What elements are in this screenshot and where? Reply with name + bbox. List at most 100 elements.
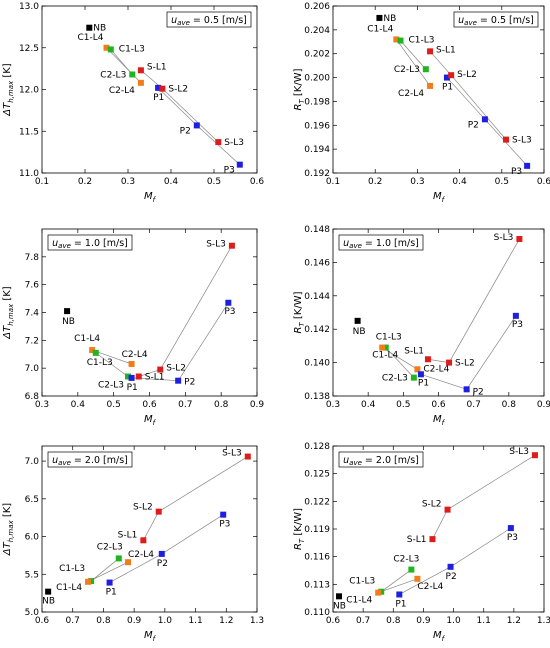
marker-p3 <box>512 312 519 319</box>
point-label-p1: P1 <box>153 93 164 103</box>
marker-s-l3 <box>516 236 523 243</box>
marker-p3 <box>225 299 232 306</box>
marker-c1-l4 <box>375 589 382 596</box>
point-label-c1-l4: C1-L4 <box>78 33 104 43</box>
y-tick-label: 0.148 <box>304 225 330 235</box>
series-line <box>400 40 427 70</box>
x-tick-label: 0.4 <box>164 177 179 187</box>
marker-s-l3 <box>215 139 222 146</box>
point-label-s-l2: S-L2 <box>133 503 153 513</box>
legend-text: uave = 1.0 [m/s] <box>343 238 419 250</box>
y-tick-label: 5.5 <box>25 570 39 580</box>
x-tick-label: 0.3 <box>121 177 135 187</box>
y-axis-label: RT [K/W] <box>293 508 306 550</box>
legend-box <box>47 234 133 251</box>
x-tick-label: 0.2 <box>368 177 382 187</box>
point-label-c2-l3: C2-L3 <box>98 381 124 391</box>
x-tick-label: 0.9 <box>127 616 142 626</box>
y-tick-label: 0.110 <box>304 608 330 618</box>
point-label-nb: NB <box>93 24 106 34</box>
point-label-p1: P1 <box>127 383 138 393</box>
marker-c1-l4 <box>89 347 96 354</box>
x-tick-label: 0.6 <box>142 400 157 410</box>
x-tick-label: 1.3 <box>537 616 550 626</box>
y-tick-label: 0.128 <box>304 442 330 452</box>
point-label-c1-l3: C1-L3 <box>59 564 85 574</box>
point-label-c2-l3: C2-L3 <box>394 65 420 75</box>
chart-panel-top-right: 0.1 0.2 0.3 0.4 0.5 0.6 0.192 0.194 0.196 0.198 0.… <box>293 2 550 204</box>
x-tick-label: 0.6 <box>537 177 550 187</box>
point-label-nb: NB <box>333 601 346 611</box>
point-label-s-l1: S-L1 <box>404 346 424 356</box>
x-tick-label: 0.7 <box>356 616 370 626</box>
point-label-s-l3: S-L3 <box>509 447 529 457</box>
series-line <box>378 578 418 593</box>
marker-p1 <box>396 591 403 598</box>
point-label-p1: P1 <box>442 83 453 93</box>
y-tick-label: 0.142 <box>304 325 330 335</box>
y-tick-label: 7.0 <box>25 364 40 374</box>
marker-p3 <box>507 525 514 532</box>
x-tick-label: 0.4 <box>361 400 376 410</box>
point-label-s-l2: S-L2 <box>166 364 186 374</box>
point-label-s-l2: S-L2 <box>422 500 442 510</box>
marker-s-l1 <box>427 48 434 55</box>
legend-box <box>338 451 424 468</box>
marker-nb <box>336 593 343 600</box>
series-line <box>95 352 129 377</box>
point-label-p2: P2 <box>184 378 195 388</box>
marker-p1 <box>128 374 135 381</box>
x-tick-label: 0.9 <box>250 400 265 410</box>
x-tick-label: 1.3 <box>250 616 264 626</box>
point-label-c1-l4: C1-L4 <box>372 351 398 361</box>
point-label-c2-l3: C2-L3 <box>382 374 408 384</box>
point-label-s-l3: S-L3 <box>206 240 226 250</box>
series-line <box>396 39 431 87</box>
marker-c2-l3 <box>125 373 131 380</box>
y-tick-label: 7.0 <box>25 457 40 467</box>
y-tick-label: 0.122 <box>304 497 330 507</box>
plot-frame <box>332 5 545 174</box>
point-label-c1-l3: C1-L3 <box>119 44 145 54</box>
legend-box <box>453 11 539 28</box>
y-tick-label: 0.125 <box>304 470 330 480</box>
x-tick-label: 1.0 <box>158 616 173 626</box>
series-line <box>420 315 517 390</box>
y-tick-label: 0.200 <box>304 74 330 84</box>
legend-box <box>338 234 424 251</box>
marker-c2-l4 <box>414 575 421 582</box>
point-label-p2: P2 <box>180 126 191 136</box>
x-tick-label: 0.7 <box>66 616 80 626</box>
x-tick-label: 0.7 <box>178 400 192 410</box>
marker-s-l1 <box>137 67 144 74</box>
x-tick-label: 0.7 <box>467 400 481 410</box>
marker-p3 <box>236 161 243 168</box>
point-label-p2: P2 <box>473 387 484 397</box>
y-tick-label: 6.5 <box>25 495 39 505</box>
point-label-s-l3: S-L3 <box>494 233 514 243</box>
point-label-c2-l3: C2-L3 <box>100 70 126 80</box>
point-label-c2-l4: C2-L4 <box>423 364 449 374</box>
x-tick-label: 1.0 <box>446 616 461 626</box>
marker-p1 <box>443 74 450 81</box>
x-tick-label: 0.8 <box>96 616 111 626</box>
y-axis-label: ΔTh,max [K] <box>2 63 15 117</box>
point-label-s-l3: S-L3 <box>224 138 244 148</box>
point-label-p1: P1 <box>395 599 406 609</box>
legend-text: uave = 0.5 [m/s] <box>458 15 534 27</box>
y-tick-label: 11.5 <box>19 127 39 137</box>
y-tick-label: 12.5 <box>19 44 39 54</box>
x-axis-label: Mf <box>144 630 157 643</box>
marker-c2-l3 <box>129 71 136 78</box>
marker-p1 <box>417 371 424 378</box>
marker-c2-l4 <box>427 82 434 89</box>
y-axis-label: ΔTh,max [K] <box>2 286 15 340</box>
point-label-c1-l4: C1-L4 <box>367 24 393 34</box>
point-label-s-l1: S-L1 <box>145 373 165 383</box>
marker-p1 <box>106 579 113 586</box>
x-tick-label: 1.2 <box>219 616 233 626</box>
series-line <box>143 456 248 541</box>
point-label-p1: P1 <box>418 378 429 388</box>
y-tick-label: 6.0 <box>25 533 40 543</box>
